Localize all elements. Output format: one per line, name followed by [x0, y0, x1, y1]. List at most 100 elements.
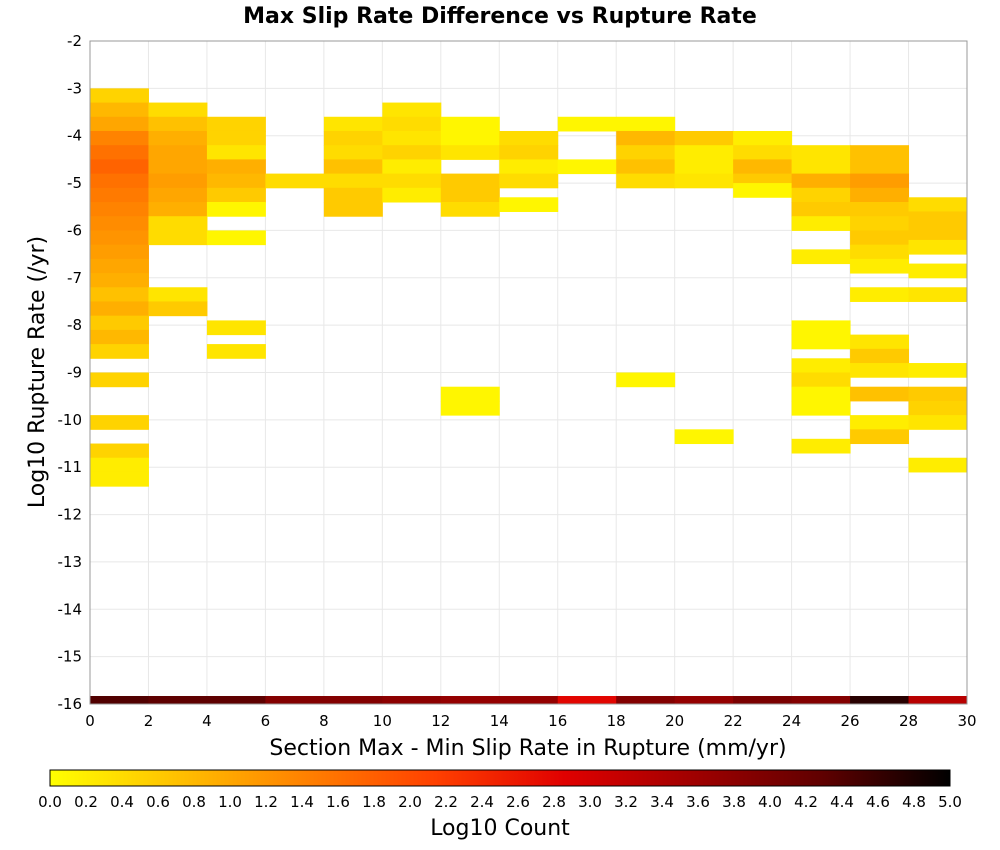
heatmap-cell — [440, 386, 500, 402]
heatmap-cell — [616, 145, 676, 160]
marginal-count-cell — [791, 696, 851, 704]
heatmap-cell — [382, 159, 442, 175]
heatmap-cell — [440, 130, 500, 146]
heatmap-cell — [850, 187, 910, 203]
marginal-count-cell — [265, 696, 325, 704]
heatmap-cell — [616, 372, 676, 388]
heatmap-cell — [90, 415, 149, 430]
colorbar-tick-label: 4.0 — [758, 793, 782, 811]
y-tick-label: -7 — [67, 269, 82, 287]
x-tick-label: 14 — [490, 712, 509, 730]
y-tick-label: -16 — [58, 695, 83, 713]
colorbar-tick-label: 2.0 — [398, 793, 422, 811]
heatmap-cell — [850, 202, 910, 217]
colorbar — [49, 769, 951, 787]
heatmap-cell — [90, 230, 149, 246]
heatmap-cell — [206, 187, 266, 203]
heatmap-cell — [908, 225, 968, 241]
marginal-count-cell — [557, 696, 617, 704]
colorbar-tick-label: 0.8 — [182, 793, 206, 811]
heatmap-cell — [674, 429, 734, 445]
heatmap-cell — [323, 187, 383, 203]
x-tick-label: 26 — [841, 712, 860, 730]
colorbar-tick-label: 3.6 — [686, 793, 710, 811]
heatmap-cell — [148, 230, 208, 246]
heatmap-cell — [265, 173, 325, 189]
colorbar-tick-label: 5.0 — [938, 793, 962, 811]
colorbar-tick-labels: 0.0 0.2 0.4 0.6 0.8 1.0 1.2 1.4 1.6 1.8 2.0 2.2 2.4 2… — [38, 793, 962, 811]
colorbar-tick-label: 4.4 — [830, 793, 854, 811]
heatmap-cell — [323, 173, 383, 189]
heatmap-cell — [791, 216, 851, 231]
marginal-count-cell — [382, 696, 442, 704]
x-axis-label: Section Max - Min Slip Rate in Rupture (… — [269, 736, 786, 761]
marginal-count-cell — [90, 696, 149, 704]
heatmap-cell — [382, 173, 442, 189]
heatmap-cell — [206, 344, 266, 359]
colorbar-tick-label: 1.0 — [218, 793, 242, 811]
heatmap-cell — [90, 372, 149, 388]
heatmap-cell — [908, 415, 968, 430]
heatmap-cell — [90, 344, 149, 359]
y-tick-label: -2 — [67, 32, 82, 50]
heatmap-cell — [206, 145, 266, 160]
heatmap-cells — [90, 88, 968, 487]
heatmap-cell — [791, 145, 851, 160]
heatmap-cell — [791, 202, 851, 217]
heatmap-cell — [791, 400, 851, 416]
heatmap-cell — [850, 363, 910, 378]
heatmap-cell — [908, 400, 968, 416]
heatmap-cell — [908, 263, 968, 279]
heatmap-cell — [382, 116, 442, 132]
heatmap-cell — [908, 363, 968, 378]
heatmap-cell — [90, 130, 149, 146]
heatmap-cell — [499, 159, 559, 175]
heatmap-cell — [90, 116, 149, 132]
x-tick-label: 10 — [373, 712, 392, 730]
heatmap-cell — [850, 415, 910, 430]
chart-title: Max Slip Rate Difference vs Rupture Rate — [243, 4, 757, 29]
marginal-count-cell — [499, 696, 559, 704]
heatmap-cell — [791, 159, 851, 175]
heatmap-cell — [850, 244, 910, 260]
x-tick-label: 24 — [782, 712, 801, 730]
heatmap-cell — [323, 145, 383, 160]
y-tick-label: -12 — [58, 506, 83, 524]
y-tick-label: -5 — [67, 174, 82, 192]
heatmap-cell — [908, 457, 968, 473]
heatmap-cell — [499, 130, 559, 146]
heatmap-cell — [733, 145, 793, 160]
x-tick-label: 0 — [85, 712, 95, 730]
x-tick-label: 28 — [899, 712, 918, 730]
heatmap-cell — [90, 216, 149, 231]
colorbar-tick-label: 2.4 — [470, 793, 494, 811]
colorbar-tick-label: 4.2 — [794, 793, 818, 811]
heatmap-cell — [90, 202, 149, 217]
heatmap-cell — [850, 287, 910, 302]
heatmap-cell — [908, 197, 968, 212]
heatmap-cell — [206, 230, 266, 246]
marginal-count-cell — [908, 696, 968, 704]
y-tick-label: -4 — [67, 127, 82, 145]
heatmap-cell — [791, 249, 851, 265]
heatmap-cell — [791, 187, 851, 203]
heatmap-cell — [440, 400, 500, 416]
heatmap-cell — [90, 329, 149, 345]
heatmap-cell — [90, 187, 149, 203]
heatmap-cell — [791, 173, 851, 189]
heatmap-cell — [733, 159, 793, 175]
heatmap-cell — [908, 211, 968, 227]
heatmap-cell — [148, 187, 208, 203]
x-tick-label: 12 — [431, 712, 450, 730]
heatmap-cell — [850, 173, 910, 189]
heatmap-cell — [440, 202, 500, 217]
y-tick-labels: -2 -3 -4 -5 -6 -7 -8 -9 -10 -11 -12 -13 -14 -15 -16 — [58, 32, 83, 713]
heatmap-cell — [850, 230, 910, 246]
heatmap-cell — [733, 183, 793, 198]
heatmap-cell — [90, 159, 149, 175]
heatmap-cell — [148, 102, 208, 118]
heatmap-cell — [90, 145, 149, 160]
heatmap-cell — [908, 287, 968, 302]
heatmap-cell — [90, 315, 149, 331]
